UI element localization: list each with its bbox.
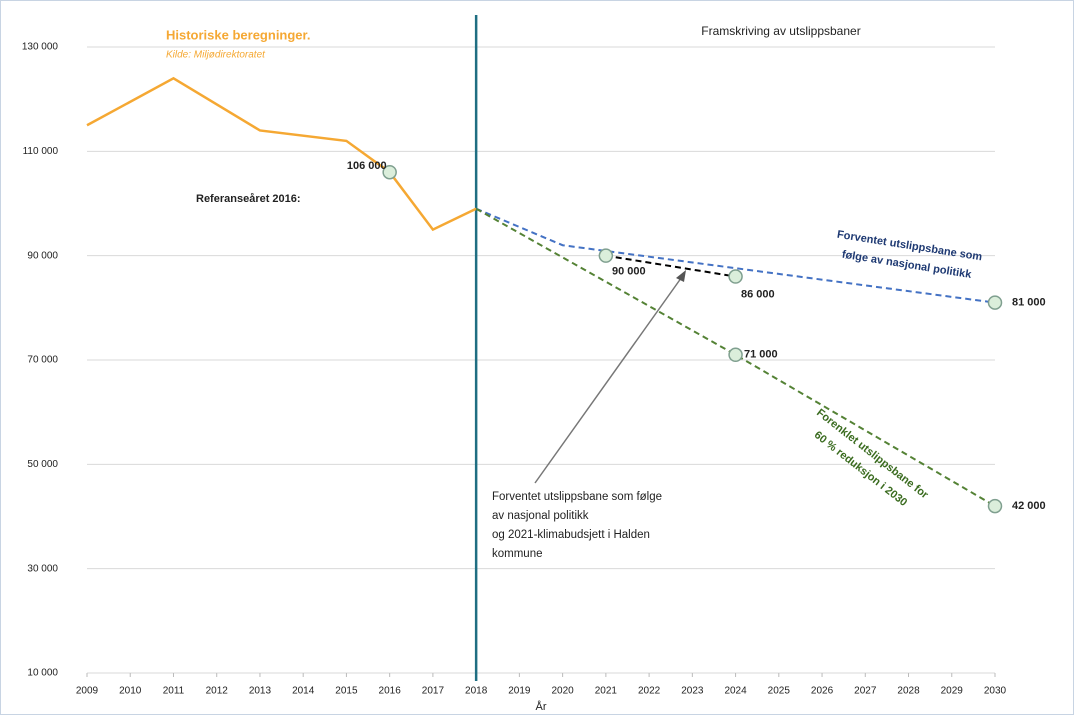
- annotation: Forventet utslippsbane som følge: [492, 491, 662, 503]
- x-tick-label: 2030: [984, 686, 1007, 697]
- x-tick-label: 2023: [681, 686, 704, 697]
- x-tick-label: 2022: [638, 686, 661, 697]
- y-tick-label: 130 000: [22, 42, 59, 53]
- annotation: Forenklet utslippsbane for: [814, 407, 931, 502]
- x-tick-label: 2027: [854, 686, 877, 697]
- x-tick-label: 2019: [508, 686, 531, 697]
- annotation: kommune: [492, 548, 543, 560]
- annotation: Kilde: Miljødirektoratet: [166, 50, 266, 61]
- marker: [728, 269, 743, 284]
- x-tick-label: 2015: [335, 686, 358, 697]
- x-tick-label: 2014: [292, 686, 315, 697]
- x-tick-label: 2009: [76, 686, 99, 697]
- x-tick-label: 2011: [163, 686, 185, 697]
- x-tick-label: 2020: [551, 686, 574, 697]
- x-tick-label: 2021: [595, 686, 618, 697]
- x-tick-label: 2026: [811, 686, 834, 697]
- annotation: og 2021-klimabudsjett i Halden: [492, 529, 650, 541]
- annotation: Historiske beregninger.: [166, 27, 311, 42]
- marker: [728, 347, 743, 363]
- series-line: [605, 254, 736, 278]
- x-tick-label: 2018: [465, 686, 488, 697]
- x-tick-label: 2029: [941, 686, 964, 697]
- x-tick-label: 2010: [119, 686, 142, 697]
- x-tick-label: 2024: [724, 686, 747, 697]
- x-tick-label: 2012: [206, 686, 229, 697]
- annotation: Framskriving av utslippsbaner: [701, 24, 860, 38]
- series-line: [86, 76, 477, 232]
- y-tick-label: 110 000: [23, 146, 59, 157]
- y-tick-label: 70 000: [27, 355, 58, 366]
- arrow-head: [676, 270, 686, 282]
- annotation: av nasjonal politikk: [492, 510, 589, 522]
- point-label: 42 000: [1012, 500, 1046, 512]
- annotation: Referanseåret 2016:: [196, 193, 301, 205]
- y-tick-label: 30 000: [27, 563, 58, 574]
- y-tick-label: 10 000: [27, 668, 58, 679]
- y-tick-label: 90 000: [27, 250, 58, 261]
- arrow: [534, 273, 685, 484]
- marker: [382, 164, 397, 180]
- series-line: [475, 207, 996, 304]
- x-tick-label: 2017: [422, 686, 445, 697]
- x-tick-label: 2013: [249, 686, 272, 697]
- marker: [987, 498, 1003, 514]
- marker: [598, 248, 614, 263]
- point-label: 86 000: [741, 288, 775, 300]
- x-tick-label: 2016: [379, 686, 402, 697]
- x-tick-label: 2025: [768, 686, 791, 697]
- y-tick-label: 50 000: [27, 459, 58, 470]
- marker: [987, 295, 1003, 310]
- x-axis-label: År: [536, 700, 547, 713]
- point-label: 81 000: [1012, 297, 1046, 309]
- x-tick-label: 2028: [897, 686, 920, 697]
- point-label: 106 000: [347, 160, 387, 172]
- point-label: 90 000: [612, 266, 646, 278]
- point-label: 71 000: [744, 349, 778, 361]
